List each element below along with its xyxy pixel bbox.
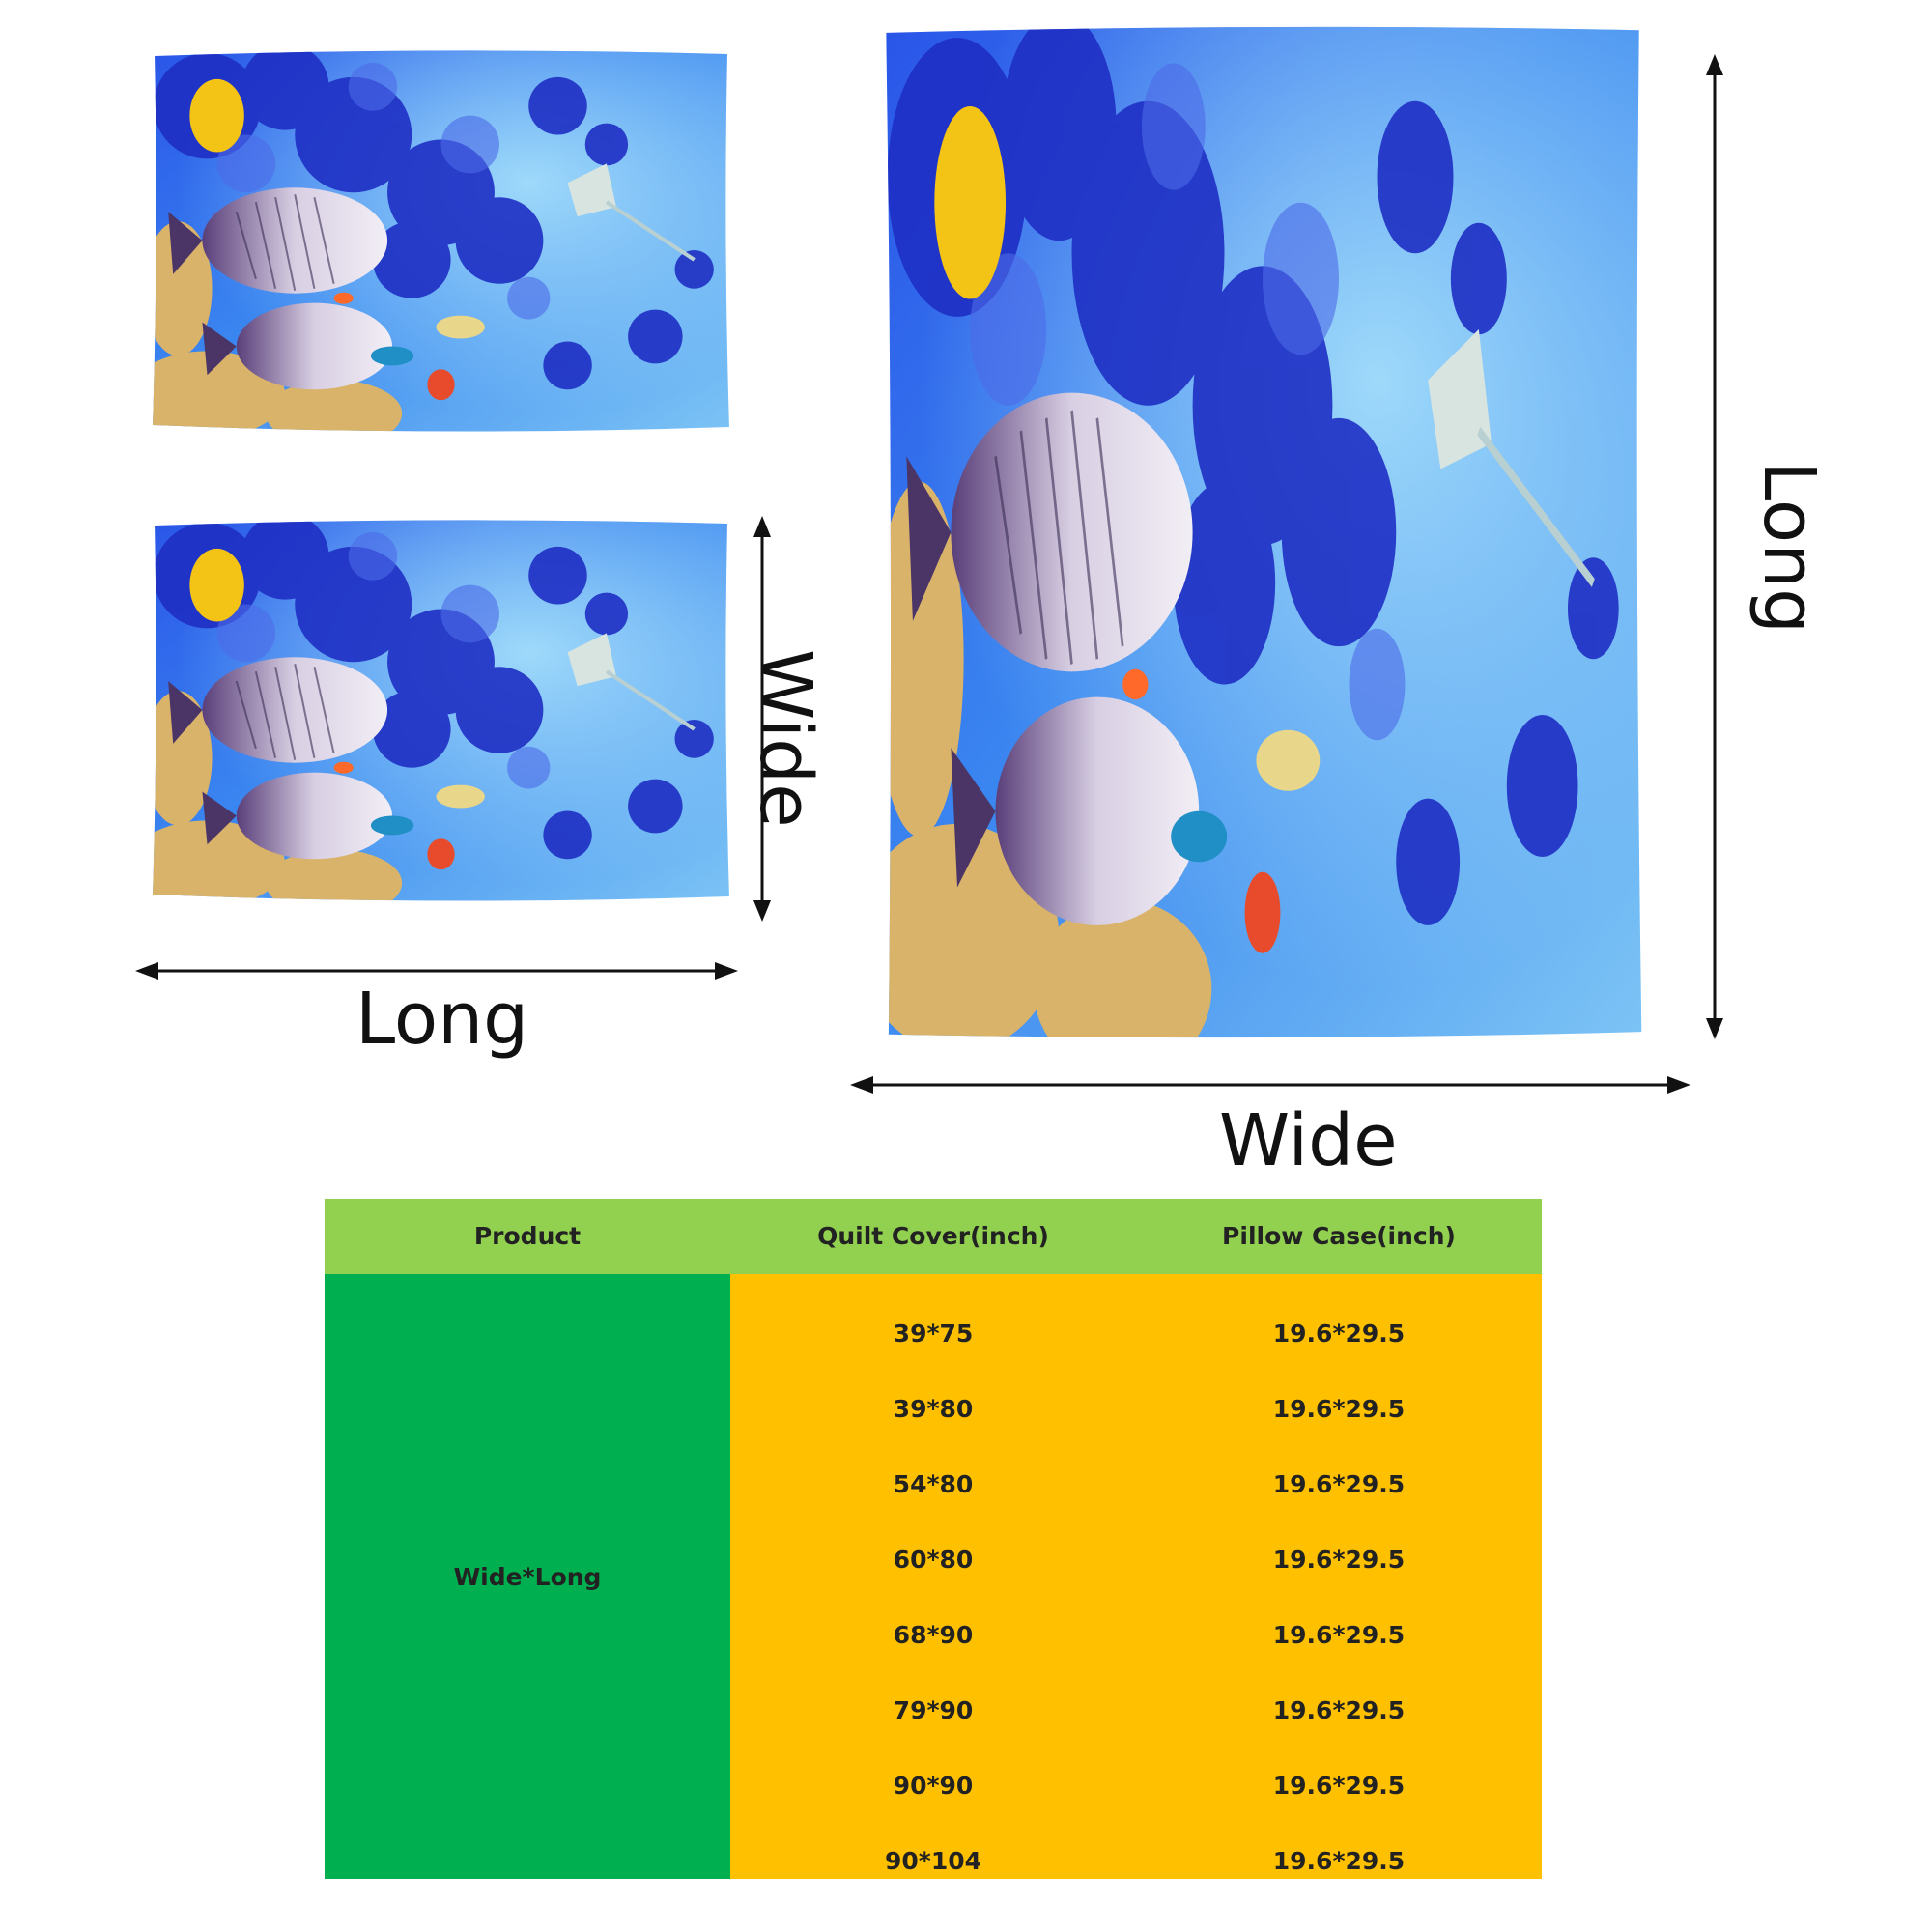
header-quilt-cover: Quilt Cover(inch) (817, 1222, 1049, 1250)
pillow-size-cell: 19.6*29.5 (1272, 1320, 1406, 1348)
pillow-size-cell: 19.6*29.5 (1272, 1772, 1406, 1800)
pillow-long-arrow (135, 962, 738, 980)
quilt-size-cell: 60*80 (893, 1546, 974, 1574)
pillow-image-bottom (149, 518, 733, 902)
pillow-wide-arrow (753, 516, 771, 922)
quilt-size-cell: 68*90 (893, 1621, 974, 1649)
quilt-size-cell: 90*90 (893, 1772, 974, 1800)
product-cell: Wide*Long (453, 1562, 602, 1591)
quilt-size-cell: 54*80 (893, 1470, 974, 1498)
pillow-wide-label: Wide (744, 649, 827, 828)
quilt-wide-label: Wide (1219, 1099, 1398, 1182)
quilt-long-label: Long (1747, 461, 1831, 635)
pillow-long-label: Long (355, 978, 529, 1061)
pillow-size-cell: 19.6*29.5 (1272, 1546, 1406, 1574)
pillow-size-cell: 19.6*29.5 (1272, 1470, 1406, 1498)
values-area: 39*75 19.6*29.5 39*80 19.6*29.5 54*80 19… (730, 1274, 1542, 1879)
quilt-image (881, 25, 1644, 1039)
product-column: Wide*Long (325, 1274, 730, 1879)
quilt-size-cell: 90*104 (884, 1847, 982, 1875)
quilt-size-cell: 79*90 (893, 1696, 974, 1724)
table-header: Product Quilt Cover(inch) Pillow Case(in… (325, 1199, 1542, 1274)
pillow-size-cell: 19.6*29.5 (1272, 1395, 1406, 1423)
pillow-size-cell: 19.6*29.5 (1272, 1696, 1406, 1724)
pillow-image-top (149, 48, 733, 433)
pillow-size-cell: 19.6*29.5 (1272, 1621, 1406, 1649)
quilt-size-cell: 39*75 (893, 1320, 974, 1348)
size-table: Product Quilt Cover(inch) Pillow Case(in… (325, 1199, 1542, 1879)
quilt-long-arrow (1706, 54, 1723, 1039)
header-pillow-case: Pillow Case(inch) (1222, 1222, 1456, 1250)
quilt-size-cell: 39*80 (893, 1395, 974, 1423)
quilt-wide-arrow (850, 1076, 1690, 1094)
header-product: Product (473, 1222, 582, 1250)
pillow-size-cell: 19.6*29.5 (1272, 1847, 1406, 1875)
